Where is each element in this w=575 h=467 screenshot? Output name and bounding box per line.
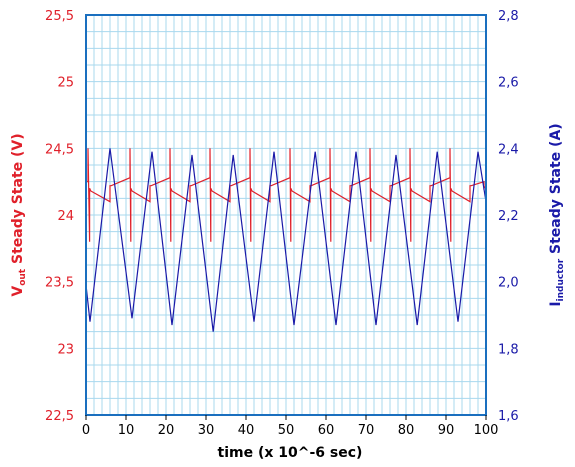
y-axis-label-left: Vout Steady State (V) [10,133,28,296]
y-left-tick-label: 24,5 [45,142,74,157]
y-left-tick-label: 24 [57,209,74,224]
x-axis-ticks: 0 10 20 30 40 50 60 70 80 90 100 [82,415,499,438]
right-axis-ticks: 1,6 1,8 2,0 2,2 2,4 2,6 2,8 [498,9,519,424]
grid-horizontal-lines [86,31,486,399]
x-tick-label: 100 [474,423,499,438]
y-left-tick-label: 25 [57,76,74,91]
y-right-tick-label: 2,0 [498,276,519,291]
y-left-tick-label: 23 [57,342,74,357]
x-tick-label: 50 [278,423,295,438]
y-right-tick-label: 1,6 [498,409,519,424]
y-left-label-sub: out [18,268,28,286]
x-tick-label: 80 [398,423,415,438]
y-axis-label-right: Iinductor Steady State (A) [548,123,566,306]
y-right-label-main: I [548,301,564,306]
x-tick-label: 60 [318,423,335,438]
y-right-tick-label: 2,6 [498,76,519,91]
x-tick-label: 30 [198,423,215,438]
y-left-tick-label: 23,5 [45,276,74,291]
x-tick-label: 10 [118,423,135,438]
y-right-label-sub: inductor [556,258,566,301]
x-tick-label: 40 [238,423,255,438]
y-right-tick-label: 2,8 [498,9,519,24]
series-layer [85,148,487,332]
inductor-current-line [85,148,487,332]
y-left-label-main: V [10,286,26,297]
left-axis-ticks: 22,5 23 23,5 24 24,5 25 25,5 [45,9,74,424]
y-left-tick-label: 25,5 [45,9,74,24]
vout-line [86,148,487,242]
y-left-label-rest: Steady State (V) [10,133,26,269]
x-tick-label: 70 [358,423,375,438]
y-right-tick-label: 2,4 [498,142,519,157]
x-tick-label: 90 [438,423,455,438]
y-right-tick-label: 2,2 [498,209,519,224]
y-right-label-rest: Steady State (A) [548,123,564,259]
y-right-tick-label: 1,8 [498,342,519,357]
x-tick-label: 20 [158,423,175,438]
x-tick-label: 0 [82,423,90,438]
y-left-tick-label: 22,5 [45,409,74,424]
x-axis-label: time (x 10^-6 sec) [218,445,363,461]
